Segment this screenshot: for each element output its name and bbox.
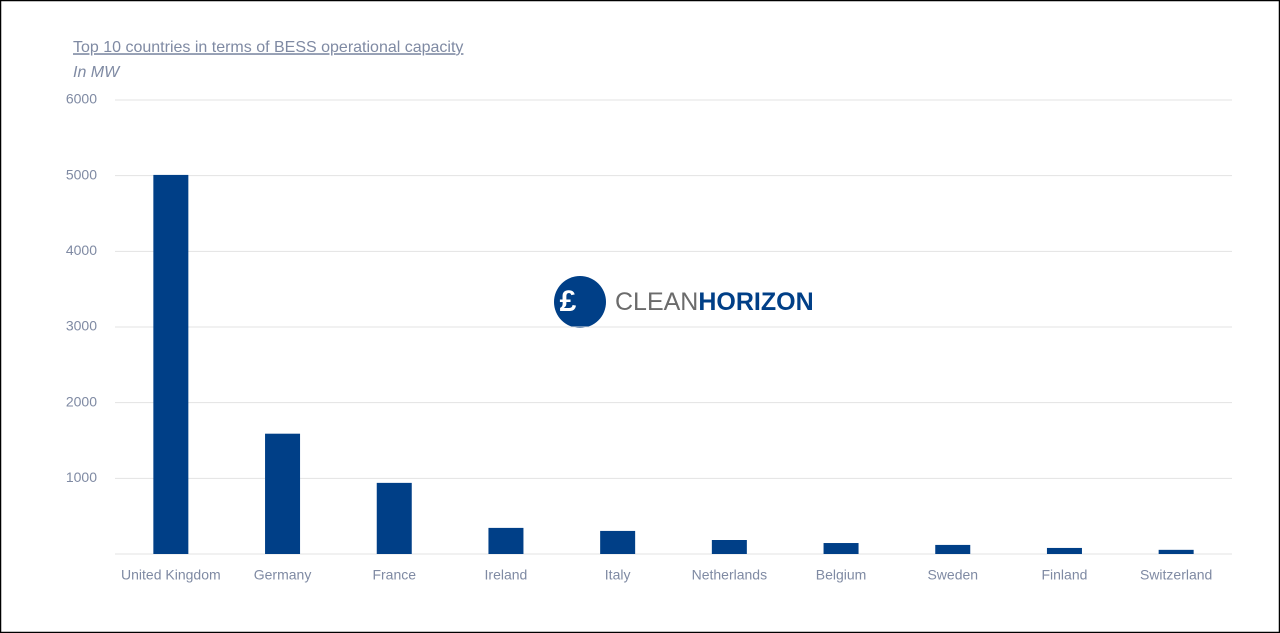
y-tick-label: 3000: [66, 318, 97, 334]
bar: [935, 544, 971, 554]
x-tick-label: Netherlands: [692, 567, 768, 583]
y-tick-label: 1000: [66, 469, 97, 485]
bar: [600, 530, 636, 554]
x-tick-label: Switzerland: [1140, 567, 1212, 583]
logo-text: CLEANHORIZON: [615, 288, 814, 316]
bar: [711, 540, 747, 554]
chart-title: Top 10 countries in terms of BESS operat…: [73, 39, 463, 56]
logo-icon: [554, 276, 606, 328]
logo-light: CLEAN: [615, 288, 698, 316]
x-tick-label: Italy: [605, 567, 631, 583]
bar: [1046, 547, 1082, 554]
y-tick-label: 5000: [66, 166, 97, 182]
x-tick-label: France: [372, 567, 416, 583]
bar: [1158, 549, 1194, 554]
y-tick-label: 4000: [66, 242, 97, 258]
bar: [488, 527, 524, 554]
logo-glyph: £: [560, 285, 577, 318]
bar: [376, 482, 412, 554]
x-tick-label: Ireland: [485, 567, 528, 583]
bar: [153, 174, 189, 554]
watermark: £ CLEANHORIZON: [554, 276, 814, 328]
y-tick-label: 6000: [66, 91, 97, 107]
bar: [823, 543, 859, 554]
x-tick-label: Finland: [1041, 567, 1087, 583]
bar: [265, 433, 301, 554]
x-tick-label: United Kingdom: [121, 567, 221, 583]
x-tick-label: Germany: [254, 567, 312, 583]
y-tick-label: 2000: [66, 393, 97, 409]
chart-subtitle: In MW: [73, 64, 121, 81]
logo-bold: HORIZON: [698, 288, 813, 316]
x-tick-label: Belgium: [816, 567, 867, 583]
x-tick-label: Sweden: [927, 567, 978, 583]
